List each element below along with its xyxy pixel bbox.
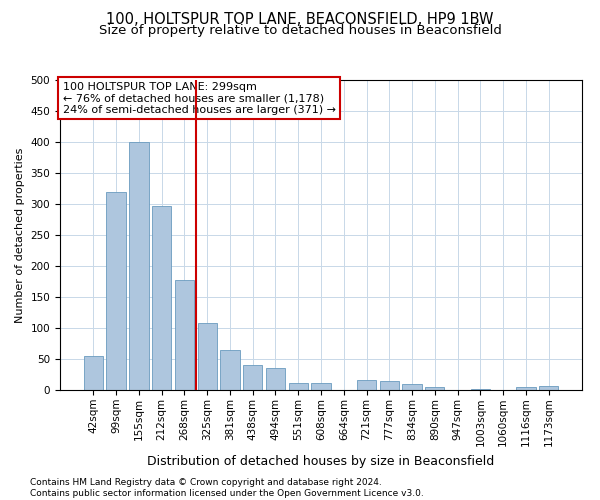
Bar	[220, 350, 239, 390]
Bar	[84, 356, 103, 390]
Bar	[380, 380, 399, 390]
Bar	[425, 387, 445, 390]
X-axis label: Distribution of detached houses by size in Beaconsfield: Distribution of detached houses by size …	[148, 454, 494, 468]
Bar	[106, 192, 126, 390]
Text: Contains HM Land Registry data © Crown copyright and database right 2024.
Contai: Contains HM Land Registry data © Crown c…	[30, 478, 424, 498]
Bar	[152, 206, 172, 390]
Bar	[357, 380, 376, 390]
Bar	[243, 365, 262, 390]
Y-axis label: Number of detached properties: Number of detached properties	[15, 148, 25, 322]
Bar	[266, 368, 285, 390]
Bar	[289, 383, 308, 390]
Bar	[175, 280, 194, 390]
Bar	[403, 384, 422, 390]
Bar	[516, 387, 536, 390]
Bar	[129, 142, 149, 390]
Text: Size of property relative to detached houses in Beaconsfield: Size of property relative to detached ho…	[98, 24, 502, 37]
Bar	[197, 323, 217, 390]
Text: 100, HOLTSPUR TOP LANE, BEACONSFIELD, HP9 1BW: 100, HOLTSPUR TOP LANE, BEACONSFIELD, HP…	[106, 12, 494, 28]
Bar	[539, 386, 558, 390]
Text: 100 HOLTSPUR TOP LANE: 299sqm
← 76% of detached houses are smaller (1,178)
24% o: 100 HOLTSPUR TOP LANE: 299sqm ← 76% of d…	[62, 82, 335, 115]
Bar	[311, 383, 331, 390]
